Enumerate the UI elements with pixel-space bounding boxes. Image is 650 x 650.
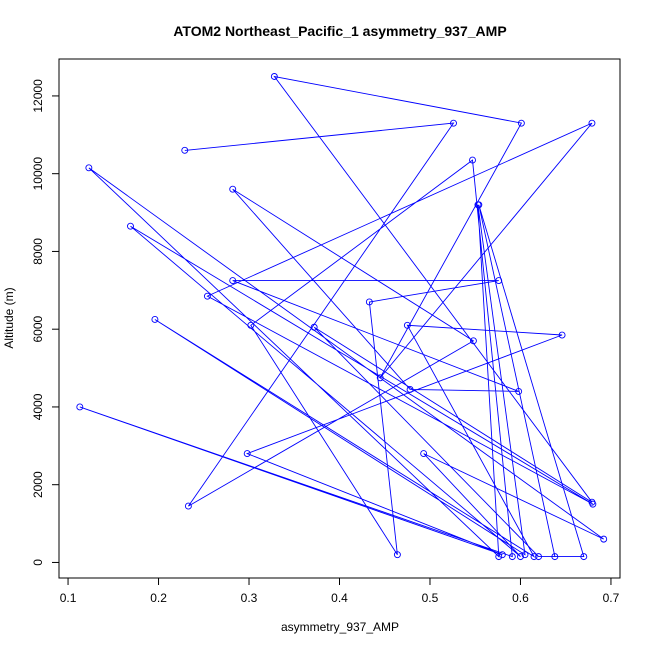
data-point <box>365 298 373 306</box>
x-tick-label: 0.5 <box>422 591 439 605</box>
data-point <box>310 323 318 331</box>
data-point <box>229 277 237 285</box>
data-point <box>229 185 237 193</box>
data-point <box>515 387 523 395</box>
x-tick-label: 0.1 <box>60 591 77 605</box>
plot-frame <box>58 58 621 579</box>
data-point <box>76 403 84 411</box>
series-layer <box>76 73 608 561</box>
data-point <box>151 316 159 323</box>
series-line <box>79 75 604 558</box>
data-point <box>475 201 483 209</box>
data-point <box>270 73 278 80</box>
data-point <box>535 553 543 561</box>
y-tick-label: 6000 <box>31 316 45 343</box>
data-point <box>551 553 559 561</box>
data-point <box>243 450 251 458</box>
data-point <box>247 321 255 329</box>
data-point <box>184 502 192 510</box>
data-point <box>580 553 588 561</box>
data-point <box>469 156 476 164</box>
data-point <box>498 551 506 559</box>
x-tick-label: 0.3 <box>241 591 258 605</box>
data-point <box>127 222 134 230</box>
data-point <box>508 553 516 561</box>
y-tick-label: 10000 <box>31 157 45 191</box>
data-point <box>530 553 538 561</box>
data-point <box>600 535 608 543</box>
data-point <box>376 374 384 382</box>
data-point <box>558 331 566 339</box>
data-point <box>403 321 411 329</box>
data-point <box>450 119 457 127</box>
data-point <box>420 450 428 458</box>
data-point <box>588 498 596 506</box>
data-point <box>495 277 503 285</box>
x-axis: 0.1 0.2 0.3 0.4 0.5 0.6 0.7 <box>60 577 620 605</box>
data-point <box>521 551 529 559</box>
x-axis-label: asymmetry_937_AMP <box>281 620 399 634</box>
x-tick-label: 0.7 <box>603 591 620 605</box>
data-point <box>469 337 477 345</box>
x-tick-label: 0.6 <box>512 591 529 605</box>
x-tick-label: 0.4 <box>331 591 348 605</box>
y-tick-label: 2000 <box>31 471 45 498</box>
data-point <box>393 551 401 559</box>
y-axis: 0 2000 4000 6000 8000 10000 12000 <box>31 79 60 566</box>
data-point <box>181 146 189 154</box>
data-point <box>406 385 414 393</box>
data-point <box>588 119 596 127</box>
data-point <box>517 119 525 127</box>
chart-title: ATOM2 Northeast_Pacific_1 asymmetry_937_… <box>173 23 506 39</box>
y-tick-label: 0 <box>31 559 45 566</box>
data-point <box>495 553 503 561</box>
data-point <box>517 553 524 561</box>
data-point <box>203 292 211 300</box>
x-tick-label: 0.2 <box>150 591 167 605</box>
y-tick-label: 12000 <box>31 79 45 113</box>
data-point <box>85 164 93 172</box>
y-tick-label: 8000 <box>31 238 45 265</box>
y-axis-label: Altitude (m) <box>2 287 16 348</box>
y-tick-label: 4000 <box>31 393 45 420</box>
